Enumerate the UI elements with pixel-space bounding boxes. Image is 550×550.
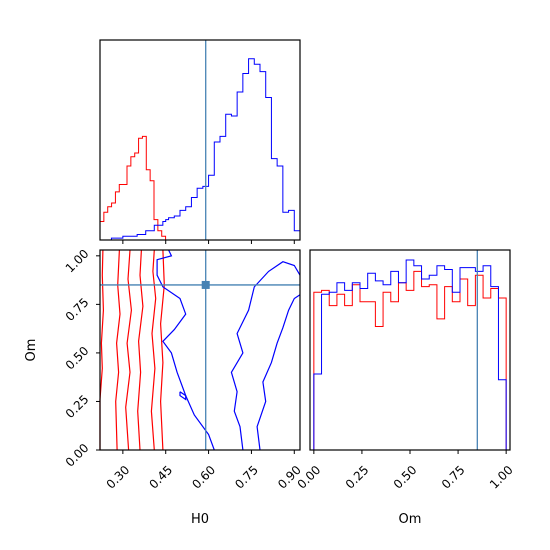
contour-line-1-1	[230, 261, 301, 451]
h0-histogram-series	[99, 58, 301, 241]
om-x-ticks: 0.00 0.25 0.50 0.75 1.00	[295, 450, 516, 492]
h0-histogram-step-1	[100, 58, 301, 241]
contour-y-tick-label-2: 0.50	[63, 344, 92, 373]
contour-line-0-2	[125, 249, 133, 451]
om-histogram-frame	[309, 249, 511, 451]
om-x-tick-label-2: 0.50	[391, 463, 420, 492]
contour-frame	[99, 249, 301, 451]
contour-x-tick-label-3: 0.75	[232, 463, 261, 492]
contour-line-1-0	[156, 249, 215, 451]
om-x-tick-label-3: 0.75	[439, 463, 468, 492]
contour-y-tick-label-0: 0.00	[63, 441, 92, 470]
h0-histogram-ticks	[122, 240, 295, 244]
contour-y-tick-label-3: 0.75	[63, 295, 92, 324]
om-x-tick-label-1: 0.25	[343, 463, 372, 492]
contour-truth-marker	[201, 280, 210, 289]
contour-line-0-4	[150, 249, 157, 451]
om-x-tick-label-4: 1.00	[487, 463, 516, 492]
h0-histogram-frame	[99, 39, 301, 241]
contour-line-0-1	[115, 249, 121, 451]
contour-panel: 0.30 0.45 0.60 0.75 0.90 0.000.250.500.751.0…	[63, 247, 304, 492]
contour-y-ticks: 0.00 0.25 0.50 0.75 1.00	[63, 247, 100, 470]
contour-line-1-3	[179, 391, 187, 401]
y-axis-label-om: Om	[24, 339, 39, 362]
om-histogram-step-1	[313, 259, 507, 450]
x-axis-label-h0: H0	[191, 512, 209, 527]
contour-x-tick-label-0: 0.30	[104, 463, 133, 492]
h0-histogram-step-0	[99, 135, 167, 240]
om-histogram-panel: 0.00 0.25 0.50 0.75 1.00	[295, 249, 516, 492]
om-histogram-series	[313, 259, 507, 450]
x-axis-label-om: Om	[399, 512, 422, 527]
contour-line-0-5	[159, 249, 165, 451]
om-histogram-step-0	[313, 270, 507, 450]
contour-x-ticks: 0.30 0.45 0.60 0.75 0.90	[104, 450, 304, 492]
contour-series	[99, 249, 301, 451]
om-x-tick-label-0: 0.00	[295, 463, 324, 492]
h0-histogram-panel	[99, 39, 301, 244]
contour-line-0-3	[137, 249, 144, 451]
contour-y-tick-label-1: 0.25	[63, 392, 92, 421]
contour-line-1-2	[256, 294, 301, 451]
contour-x-tick-label-1: 0.45	[146, 463, 175, 492]
contour-x-tick-label-2: 0.60	[189, 463, 218, 492]
contour-y-tick-label-4: 1.00	[63, 247, 92, 276]
